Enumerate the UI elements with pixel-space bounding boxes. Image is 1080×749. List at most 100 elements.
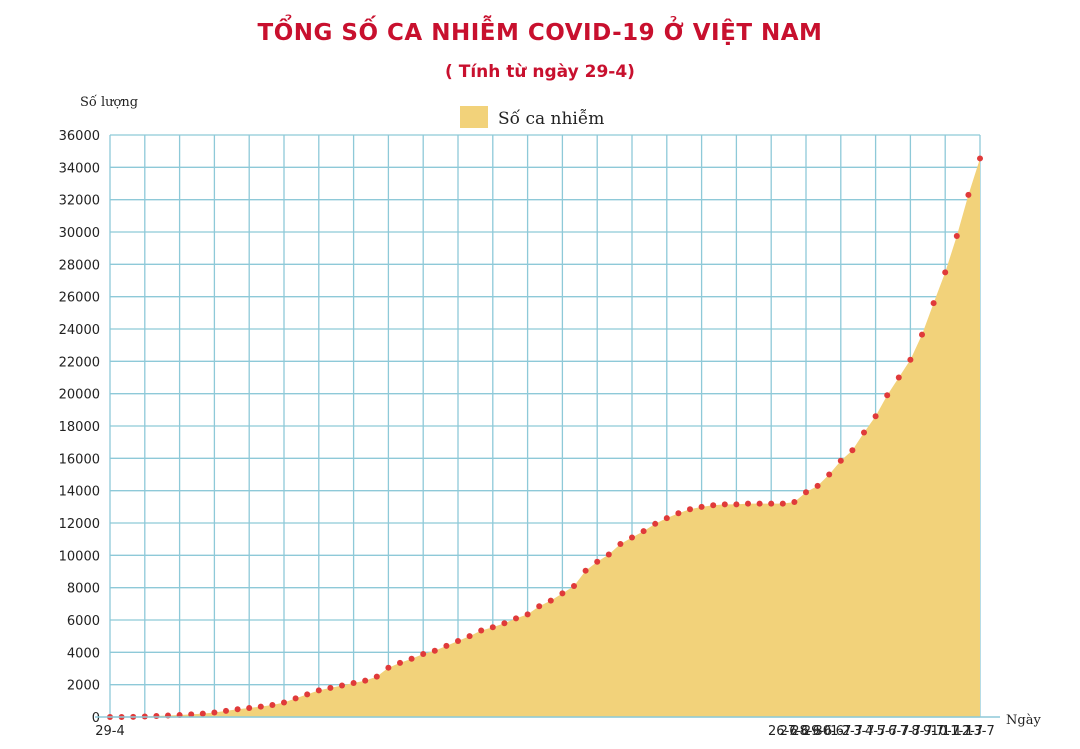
data-point [779,500,786,507]
data-point [420,650,427,657]
y-tick-label: 16000 [59,452,100,467]
data-point [304,691,311,698]
legend: Số ca nhiễm [460,106,604,129]
data-point [675,510,682,517]
data-point [246,704,253,711]
data-point [362,677,369,684]
data-point [803,489,809,496]
data-point [617,541,624,548]
data-point [953,233,960,240]
data-point [397,659,403,666]
data-point [408,655,415,662]
y-tick-label: 6000 [67,614,100,629]
x-tick-label: 11-7 [942,724,972,739]
data-point [710,502,717,509]
x-tick-labels: 29-4 26-627-628-629-630-61-72-73-74-75-76… [95,724,995,739]
y-tick-label: 4000 [67,646,100,661]
data-point [281,699,287,706]
data-point [907,356,914,363]
y-tick-label: 34000 [59,161,100,176]
data-point [791,498,798,505]
data-point [373,673,380,680]
data-point [884,392,891,399]
data-point [930,300,937,307]
x-tick-label: 4-7 [865,724,886,739]
legend-label: Số ca nhiễm [498,109,604,129]
x-tick-label: 28-6 [791,724,821,739]
data-point [698,503,705,510]
data-point [466,633,473,640]
data-point [501,620,508,627]
x-tick-label: 2-7 [842,724,863,739]
data-point [663,515,670,522]
x-tick-label: 8-7 [911,724,932,739]
x-axis-label: Ngày [1006,713,1041,728]
data-point [872,413,879,420]
data-point [942,269,949,276]
y-tick-label: 26000 [59,291,100,306]
y-tick-label: 28000 [59,258,100,273]
x-tick-label: 1-7 [830,724,851,739]
y-tick-label: 18000 [59,420,100,435]
data-point [339,682,345,689]
data-point [153,713,160,720]
y-tick-label: 22000 [59,355,100,370]
data-point [814,482,821,489]
y-tick-label: 0 [92,711,100,726]
y-tick-label: 8000 [67,582,100,597]
data-point [861,429,867,436]
data-point [745,500,751,507]
data-point [826,471,833,478]
x-tick-label: 13-7 [965,724,995,739]
data-point [687,506,693,513]
data-point [582,567,589,574]
data-point [919,331,925,338]
x-tick-label: 5-7 [877,724,898,739]
data-point [605,551,612,558]
data-point [965,191,972,198]
data-point [489,624,496,631]
x-tick-label: 7-7 [900,724,921,739]
x-tick-label: 6-7 [888,724,909,739]
data-point [188,711,195,718]
x-tick-label: 26-6 [768,724,798,739]
x-tick-label: 30-6 [814,724,844,739]
data-point [849,447,856,454]
data-point [223,707,229,714]
data-point [350,680,357,687]
data-point [536,603,543,610]
x-tick-label: 3-7 [853,724,874,739]
data-point [559,590,566,597]
y-tick-label: 32000 [59,194,100,209]
data-point [257,703,264,710]
area-fill [110,158,980,717]
y-tick-label: 20000 [59,388,100,403]
chart-title: TỔNG SỐ CA NHIỄM COVID-19 Ở VIỆT NAM [257,20,823,46]
data-point [640,528,647,535]
data-point [234,706,241,713]
x-tick-label: 12-7 [954,724,984,739]
data-point [292,695,299,702]
y-tick-label: 12000 [59,517,100,532]
data-point [721,501,728,508]
x-tick-label: 29-4 [95,724,125,739]
data-point [513,615,519,622]
y-tick-labels: 0 2000 4000 6000 8000 10000 12000 14000 16000 180… [59,129,100,726]
legend-swatch [460,106,488,128]
x-tick-label: 27-6 [780,724,810,739]
data-point [455,638,461,645]
y-tick-label: 14000 [59,485,100,500]
data-point [327,684,334,691]
data-point [652,520,659,527]
data-point [269,702,276,709]
y-tick-label: 24000 [59,323,100,338]
y-axis-label: Số lượng [80,94,138,110]
data-point [315,687,322,694]
chart-subtitle: ( Tính từ ngày 29-4) [445,62,635,82]
x-tick-label: 29-6 [803,724,833,739]
data-point [199,710,206,717]
x-tick-label: 9-7 [923,724,944,739]
y-tick-label: 30000 [59,226,100,241]
y-tick-label: 10000 [59,549,100,564]
